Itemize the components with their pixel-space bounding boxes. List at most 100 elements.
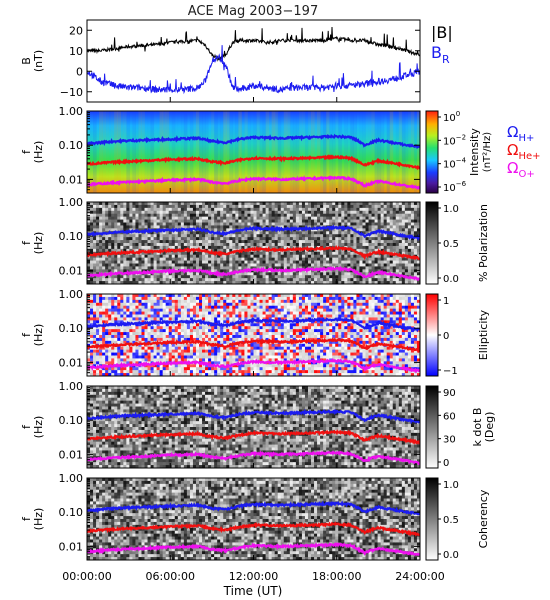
colorbar-tick-label: 0.5: [443, 515, 459, 526]
freq-y-tick-label: 1.00: [59, 288, 84, 301]
coherency-cyclotron-lines: [87, 500, 420, 557]
polarization-cyclotron-lines: [87, 224, 420, 281]
b-field-ylabel-bottom: (nT): [32, 50, 45, 72]
coherency-colorbar: [425, 477, 439, 561]
colorbar-tick-label: −1: [443, 366, 458, 377]
colorbar-tick-label: 0: [443, 458, 449, 469]
freq-y-tick-label: 0.01: [59, 448, 84, 461]
freq-y-tick-label: 1.00: [59, 472, 84, 485]
ellipticity-spectrogram-texture: [87, 294, 421, 377]
x-tick-label: 12:00:00: [229, 570, 278, 583]
freq-y-tick-label: 0.01: [59, 540, 84, 553]
cyclotron-line-o: [87, 450, 420, 466]
freq-ylabel-top: f: [20, 424, 33, 429]
legend-b-radial-main: B: [431, 43, 442, 62]
freq-y-tick-label: 0.10: [59, 139, 84, 152]
freq-ylabel-top: f: [20, 332, 33, 337]
colorbar-tick-label: 0.0: [443, 274, 459, 285]
kdotb-cyclotron-lines: [87, 408, 420, 466]
legend-cyclotron-o: ΩO+: [507, 159, 535, 180]
cyclotron-line-h: [87, 224, 420, 241]
b-field-y-ticks: 20 10 0 −10: [60, 24, 421, 102]
colorbar-tick-base: 10: [443, 183, 456, 194]
x-tick-label: 24:00:00: [395, 570, 444, 583]
colorbar-tick-label: 10−4: [443, 157, 467, 171]
colorbar-tick-label: 30: [443, 435, 456, 446]
legend-b-radial-sub: R: [442, 53, 450, 66]
x-tick-label: 06:00:00: [146, 570, 195, 583]
figure-title: ACE Mag 2003−197: [188, 4, 318, 19]
kdotb-colorbar-label-top: k dot B: [471, 408, 484, 447]
cyclotron-line-he: [87, 336, 420, 354]
legend-cyclotron-he: ΩHe+: [507, 141, 541, 162]
legend-sub: O+: [518, 169, 534, 180]
legend-sub: He+: [518, 151, 540, 162]
colorbar-tick-label: 1.0: [443, 480, 459, 491]
legend-symbol: Ω: [507, 141, 518, 159]
colorbar-tick-exp: −4: [456, 157, 467, 165]
kdotb-panel: 1.00 0.10 0.01 f (Hz) 90 60 30 0 k dot B (Deg): [20, 380, 496, 469]
freq-y-tick-label: 0.10: [59, 414, 84, 427]
ellipticity-colorbar: [425, 293, 439, 377]
colorbar-tick-exp: 0: [456, 110, 460, 118]
intensity-colorbar-unit: (nT²/Hz): [482, 132, 493, 172]
freq-y-tick-label: 0.10: [59, 230, 84, 243]
colorbar-tick-label: 100: [443, 110, 460, 124]
x-tick-label: 00:00:00: [62, 570, 111, 583]
b-field-y-tick-label: 10: [69, 45, 83, 58]
freq-y-tick-label: 0.01: [59, 264, 84, 277]
colorbar-tick-label: 1.0: [443, 204, 459, 215]
colorbar-tick-label: 0.0: [443, 550, 459, 561]
freq-y-tick-label: 0.01: [59, 173, 84, 186]
freq-ylabel-top: f: [20, 240, 33, 245]
colorbar-tick-base: 10: [443, 136, 456, 147]
cyclotron-line-o: [87, 357, 420, 374]
cyclotron-line-h: [87, 316, 420, 333]
ellipticity-colorbar-label: Ellipticity: [477, 309, 490, 360]
colorbar-tick-exp: −2: [456, 133, 466, 141]
cyclotron-line-o: [87, 265, 420, 281]
freq-ylabel-bottom: (Hz): [32, 232, 45, 255]
polarization-colorbar-label: % Polarization: [477, 204, 490, 282]
colorbar-tick-label: 0: [443, 331, 449, 342]
colorbar-tick-label: 90: [443, 388, 456, 399]
freq-y-tick-label: 1.00: [59, 196, 84, 209]
b-magnitude-line: [87, 26, 420, 62]
frequency-panels: 1.000.100.01f (Hz)10010−210−410−6Intensit…: [20, 105, 541, 561]
kdotb-colorbar-label-bottom: (Deg): [483, 412, 496, 443]
colorbar-tick-base: 10: [443, 160, 456, 171]
ellipticity-cyclotron-lines: [87, 316, 420, 374]
freq-ylabel-bottom: (Hz): [32, 324, 45, 347]
intensity-panel: 1.000.100.01f (Hz)10010−210−410−6Intensit…: [20, 105, 541, 194]
b-field-y-tick-label: −10: [60, 86, 83, 99]
b-field-ylabel-top: B: [20, 57, 33, 65]
freq-y-tick-label: 0.01: [59, 356, 84, 369]
legend-cyclotron-h: ΩH+: [507, 123, 534, 144]
colorbar-tick-exp: −6: [456, 180, 467, 188]
intensity-colorbar: [425, 110, 439, 194]
kdotb-colorbar: [425, 385, 439, 469]
cyclotron-line-o: [87, 175, 420, 191]
ellipticity-panel: 1.00 0.10 0.01 f (Hz) 1 0 −1 Ellipticity: [20, 288, 490, 377]
colorbar-tick-label: 0.5: [443, 239, 459, 250]
cyclotron-line-h: [87, 133, 420, 150]
freq-y-tick-label: 0.10: [59, 506, 84, 519]
legend-sub: H+: [518, 133, 534, 144]
colorbar-tick-label: 10−6: [443, 180, 467, 194]
x-axis-tick-labels: 00:00:00 06:00:00 12:00:00 18:00:00 24:00:00: [62, 570, 444, 583]
x-tick-label: 18:00:00: [312, 570, 361, 583]
polarization-colorbar: [425, 201, 439, 285]
intensity-cyclotron-lines: [87, 133, 420, 191]
freq-ylabel-top: f: [20, 149, 33, 154]
cyclotron-line-he: [87, 154, 420, 171]
colorbar-tick-label: 1: [443, 296, 449, 307]
legend-b-radial: BR: [431, 43, 450, 66]
cyclotron-line-he: [87, 245, 420, 261]
cyclotron-line-he: [87, 521, 420, 537]
intensity-spectrogram-texture: [90, 111, 421, 193]
legend-b-magnitude: |B|: [431, 23, 453, 42]
freq-ylabel-top: f: [20, 516, 33, 521]
b-field-y-tick-label: 0: [76, 65, 83, 78]
